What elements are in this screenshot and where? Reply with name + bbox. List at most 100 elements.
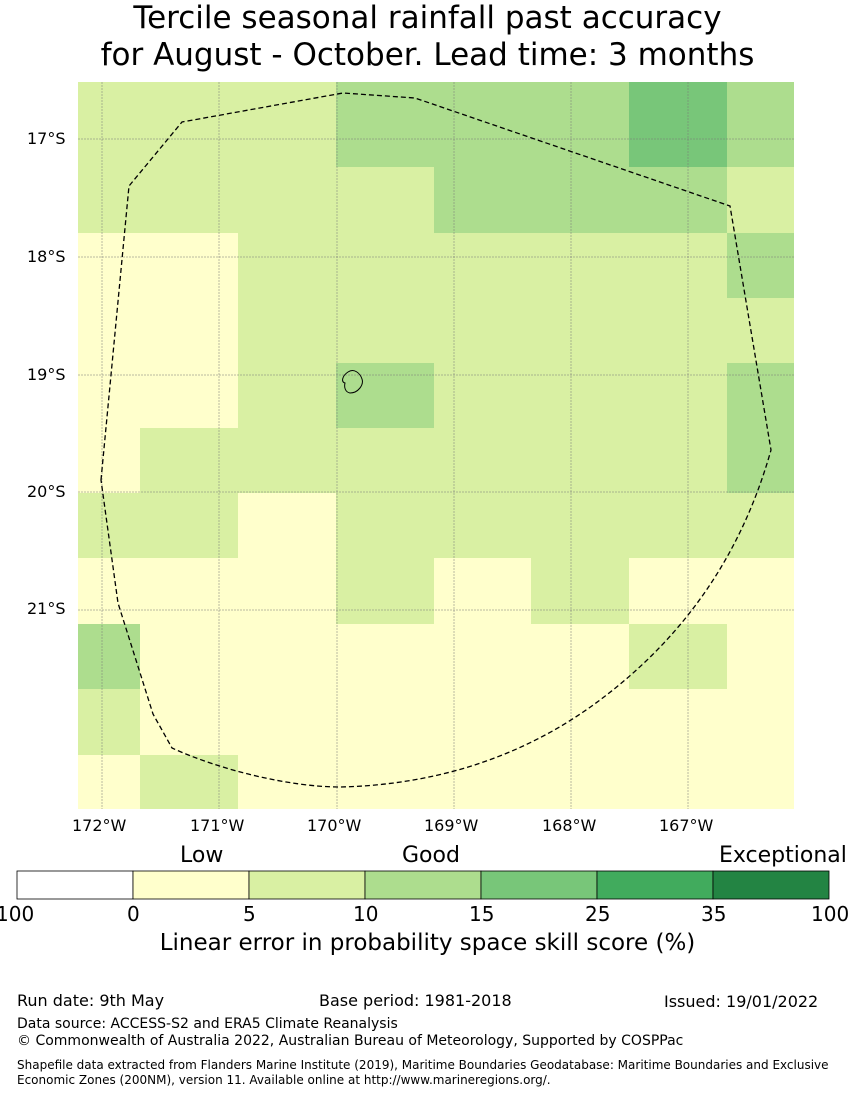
- grid-cell: [336, 233, 434, 298]
- data-source: Data source: ACCESS-S2 and ERA5 Climate …: [17, 1016, 398, 1032]
- grid-cell: [727, 298, 794, 363]
- grid-cell: [434, 624, 531, 689]
- grid-cell: [238, 363, 336, 428]
- lon-label-168w: 168°W: [542, 816, 597, 835]
- colorbar-swatch: [712, 870, 830, 900]
- grid-cell: [78, 298, 140, 363]
- grid-cell: [434, 755, 531, 809]
- grid-cell: [629, 428, 727, 493]
- cb-tick: 25: [585, 902, 611, 926]
- eez-boundary: [100, 92, 772, 788]
- grid-cell: [531, 233, 629, 298]
- grid-cell: [727, 755, 794, 809]
- grid-cell: [140, 755, 238, 809]
- lon-label-170w: 170°W: [307, 816, 362, 835]
- grid-cell: [434, 689, 531, 755]
- grid-cell: [238, 298, 336, 363]
- grid-cell: [140, 689, 238, 755]
- colorbar: [16, 870, 830, 900]
- base-period: Base period: 1981-2018: [319, 991, 512, 1010]
- grid-cell: [531, 493, 629, 558]
- colorbar-swatch: [132, 870, 250, 900]
- grid-cell: [78, 755, 140, 809]
- grid-cell: [336, 298, 434, 363]
- grid-cell: [727, 428, 794, 493]
- grid-cell: [78, 558, 140, 624]
- grid-cell: [531, 363, 629, 428]
- cb-tick: 100: [811, 902, 850, 926]
- grid-cell: [336, 428, 434, 493]
- grid-cell: [238, 167, 336, 233]
- grid-cell: [531, 167, 629, 233]
- colorbar-swatch: [596, 870, 714, 900]
- grid-cell: [629, 689, 727, 755]
- grid-cell: [238, 428, 336, 493]
- grid-cell: [434, 82, 531, 167]
- grid-cell: [434, 493, 531, 558]
- grid-cell: [238, 689, 336, 755]
- grid-cell: [78, 82, 140, 167]
- skill-map: [16, 82, 830, 900]
- lat-label-18s: 18°S: [27, 247, 66, 266]
- category-good: Good: [402, 843, 460, 868]
- grid-cell: [531, 428, 629, 493]
- grid-cell: [238, 493, 336, 558]
- cb-tick: 0: [127, 902, 140, 926]
- grid-cell: [238, 558, 336, 624]
- grid-cell: [78, 689, 140, 755]
- grid-cell: [727, 689, 794, 755]
- grid-cell: [140, 167, 238, 233]
- grid-cell: [78, 624, 140, 689]
- grid-cell: [238, 233, 336, 298]
- grid-cell: [140, 558, 238, 624]
- grid-cell: [140, 624, 238, 689]
- colorbar-swatch: [364, 870, 482, 900]
- grid-cell: [629, 298, 727, 363]
- grid-cell: [531, 298, 629, 363]
- grid-cell: [434, 167, 531, 233]
- grid-cell: [140, 233, 238, 298]
- grid-cell: [336, 689, 434, 755]
- skill-grid: [78, 82, 794, 809]
- cb-tick: 35: [701, 902, 727, 926]
- grid-cell: [629, 755, 727, 809]
- grid-cell: [78, 428, 140, 493]
- issued-date: Issued: 19/01/2022: [664, 992, 819, 1011]
- grid-cell: [434, 233, 531, 298]
- grid-cell: [78, 233, 140, 298]
- grid-cell: [531, 755, 629, 809]
- grid-cell: [336, 167, 434, 233]
- cb-tick: 5: [243, 902, 256, 926]
- grid-cell: [629, 167, 727, 233]
- grid-cell: [238, 82, 336, 167]
- grid-cell: [727, 82, 794, 167]
- graticule: [78, 82, 794, 809]
- grid-cell: [629, 493, 727, 558]
- category-low: Low: [180, 843, 224, 868]
- title-line-2: for August - October. Lead time: 3 month…: [100, 37, 755, 73]
- grid-cell: [140, 298, 238, 363]
- grid-cell: [78, 493, 140, 558]
- run-date: Run date: 9th May: [17, 991, 165, 1010]
- lat-label-20s: 20°S: [27, 482, 66, 501]
- grid-cell: [531, 558, 629, 624]
- grid-cell: [336, 82, 434, 167]
- copyright: © Commonwealth of Australia 2022, Austra…: [17, 1033, 684, 1049]
- lon-label-171w: 171°W: [190, 816, 245, 835]
- lat-label-19s: 19°S: [27, 365, 66, 384]
- grid-cell: [629, 558, 727, 624]
- grid-cell: [78, 167, 140, 233]
- grid-cell: [140, 493, 238, 558]
- grid-cell: [531, 689, 629, 755]
- grid-cell: [434, 363, 531, 428]
- grid-cell: [336, 493, 434, 558]
- grid-cell: [629, 82, 727, 167]
- cb-tick: 100: [0, 902, 35, 926]
- grid-cell: [434, 428, 531, 493]
- grid-cell: [531, 82, 629, 167]
- grid-cell: [629, 363, 727, 428]
- cb-tick: 15: [469, 902, 495, 926]
- category-exceptional: Exceptional: [719, 843, 847, 868]
- colorbar-swatch: [248, 870, 366, 900]
- lon-label-167w: 167°W: [659, 816, 714, 835]
